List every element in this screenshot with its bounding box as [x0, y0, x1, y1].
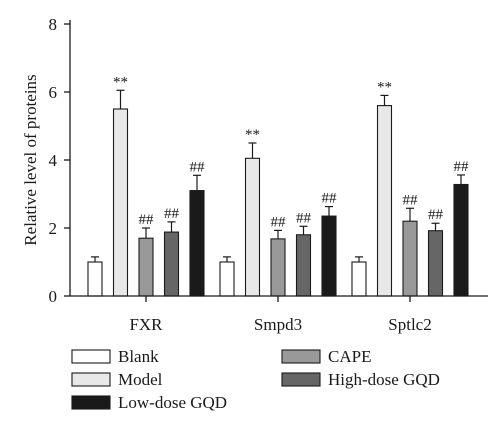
- x-category-label: Smpd3: [254, 315, 302, 334]
- x-category-label: Sptlc2: [388, 315, 431, 334]
- significance-label: ##: [164, 206, 180, 222]
- significance-label: ##: [271, 214, 287, 230]
- y-axis-label: Relative level of proteins: [21, 74, 40, 245]
- bar: [376, 105, 393, 297]
- significance-label: **: [245, 127, 260, 143]
- y-tick-label: 0: [49, 287, 58, 306]
- bar: [219, 261, 235, 297]
- significance-label: ##: [139, 212, 155, 228]
- x-axis: FXR Smpd3 Sptlc2: [70, 295, 488, 334]
- bars: ** ## ## ## ** ## ## ## ** ## ## ##: [87, 74, 470, 297]
- significance-label: ##: [322, 191, 338, 207]
- legend-label: Model: [118, 370, 163, 389]
- legend-swatch: [71, 395, 111, 410]
- bar: [427, 230, 444, 297]
- significance-label: **: [377, 79, 392, 95]
- bar: [87, 261, 103, 297]
- bar: [321, 215, 337, 297]
- bar: [351, 261, 367, 297]
- y-tick-label: 6: [49, 83, 58, 102]
- legend-label: Low-dose GQD: [118, 393, 227, 412]
- significance-label: ##: [190, 159, 206, 175]
- legend: Blank CAPE Model High-dose GQD Low-dose GQD: [71, 347, 440, 412]
- y-axis: 0 2 4 6 8 Relative level of proteins: [21, 15, 71, 306]
- bar: [244, 157, 261, 297]
- significance-label: ##: [428, 207, 444, 223]
- significance-label: **: [113, 74, 128, 90]
- legend-swatch: [71, 349, 111, 364]
- legend-label: High-dose GQD: [328, 370, 440, 389]
- y-tick-label: 8: [49, 15, 58, 34]
- y-tick-label: 4: [49, 151, 58, 170]
- bar: [163, 231, 180, 297]
- legend-swatch: [281, 349, 321, 364]
- significance-label: ##: [454, 159, 470, 175]
- legend-label: CAPE: [328, 347, 371, 366]
- bar: [112, 108, 129, 297]
- bar: [189, 190, 205, 297]
- bar: [295, 234, 312, 297]
- x-category-label: FXR: [129, 315, 163, 334]
- bar: [270, 238, 286, 297]
- significance-label: ##: [296, 210, 312, 226]
- y-tick-label: 2: [49, 219, 58, 238]
- significance-label: ##: [403, 192, 419, 208]
- legend-swatch: [71, 372, 111, 387]
- bar: [402, 220, 418, 297]
- legend-swatch: [281, 372, 321, 387]
- bar: [138, 237, 154, 297]
- bar: [453, 183, 469, 297]
- legend-label: Blank: [118, 347, 159, 366]
